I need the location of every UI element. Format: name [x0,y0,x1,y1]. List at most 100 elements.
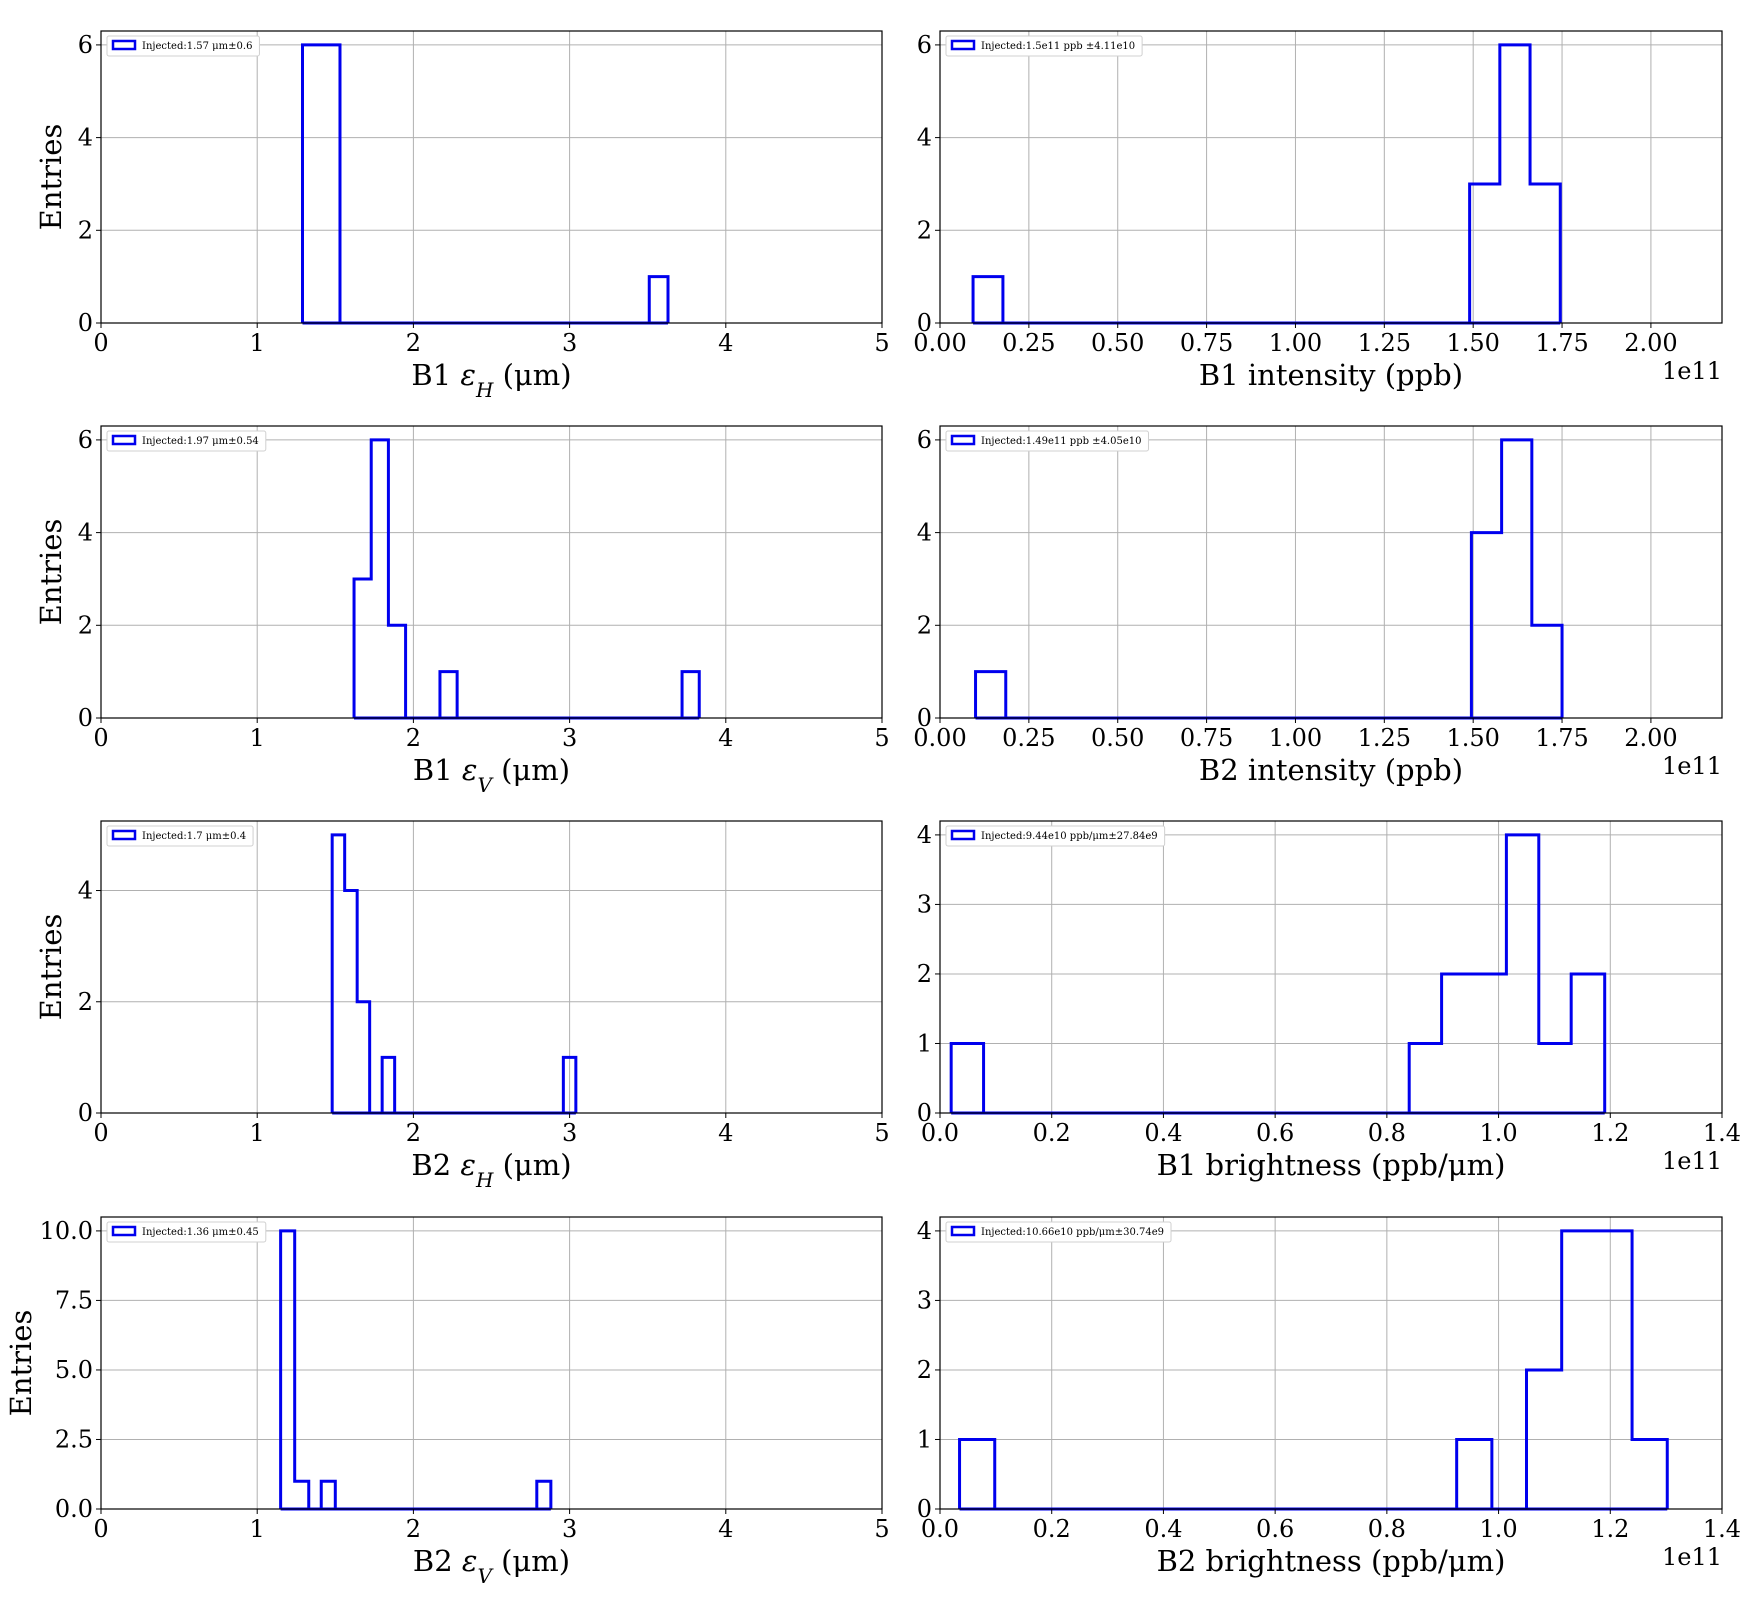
y-tick-label: 4 [78,877,93,905]
x-tick-label: 1.4 [1703,1119,1741,1147]
x-tick-label: 1.75 [1535,329,1588,357]
legend-label: Injected:1.97 μm±0.54 [142,436,259,447]
x-offset-label: 1e11 [1662,1543,1722,1571]
x-tick-label: 5 [874,1515,889,1543]
y-tick-label: 4 [917,519,932,547]
legend-swatch [111,1225,137,1237]
y-tick-label: 0 [78,1099,93,1127]
legend-swatch [950,829,976,841]
x-tick-label: 0.0 [921,1515,959,1543]
y-axis-label: Entries [34,914,68,1021]
legend-swatch [950,434,976,446]
x-tick-label: 0.75 [1180,329,1233,357]
y-tick-label: 10.0 [40,1217,93,1245]
x-offset-label: 1e11 [1662,752,1722,780]
x-tick-label: 0.25 [1002,724,1055,752]
y-tick-label: 0 [78,704,93,732]
y-tick-label: 4 [917,124,932,152]
plot-frame [100,820,883,1114]
x-axis-label: B2 intensity (ppb) [1199,753,1463,787]
legend-swatch [111,39,137,51]
y-tick-label: 6 [78,426,93,454]
x-tick-label: 2 [406,1515,421,1543]
y-tick-label: 0 [917,1099,932,1127]
histogram-bars [352,438,701,720]
legend-label: Injected:1.7 μm±0.4 [142,831,246,842]
legend: Injected:1.97 μm±0.54 [106,430,267,452]
x-tick-label: 3 [562,329,577,357]
legend-swatch [950,1225,976,1237]
x-tick-label: 1 [250,1515,265,1543]
x-tick-label: 1.75 [1535,724,1588,752]
x-tick-label: 0.8 [1368,1515,1406,1543]
x-tick-label: 5 [874,724,889,752]
x-tick-label: 3 [562,724,577,752]
plot-frame [939,30,1723,324]
legend-label: Injected:1.49e11 ppb ±4.05e10 [981,436,1141,447]
y-axis-label: Entries [34,124,68,231]
y-tick-label: 7.5 [55,1286,93,1314]
histogram-bars [279,1229,553,1511]
x-tick-label: 0 [93,1515,108,1543]
y-tick-label: 1 [917,1029,932,1057]
y-tick-label: 6 [917,31,932,59]
x-tick-label: 0.50 [1091,724,1144,752]
y-tick-label: 0 [917,704,932,732]
y-tick-label: 3 [917,1286,932,1314]
plot-frame [939,1216,1723,1510]
x-tick-label: 2 [406,724,421,752]
plot-frame [100,425,883,719]
plot-frame [939,820,1723,1114]
x-tick-label: 4 [718,1119,733,1147]
x-tick-label: 0.8 [1368,1119,1406,1147]
y-axis-label: Entries [4,1310,38,1417]
x-tick-label: 2.00 [1624,724,1677,752]
x-offset-label: 1e11 [1662,357,1722,385]
x-tick-label: 1.2 [1591,1515,1629,1543]
x-tick-label: 0.00 [913,724,966,752]
x-tick-label: 0.4 [1144,1119,1182,1147]
legend: Injected:1.36 μm±0.45 [106,1221,267,1243]
x-axis-label: B2 εV (μm) [413,1544,570,1588]
histogram-panel: 0.00 0.25 0.50 0.75 1.00 1.25 1.50 1.75 2.00 0 2 4 6… [913,425,1723,787]
histogram-panel: 0.0 0.2 0.4 0.6 0.8 1.0 1.2 1.4 0 1 2 3 4 B1 brightne… [917,820,1741,1182]
histogram-panel: 0 1 2 3 4 5 0 2 4 6 B1 εV (μm) Entries Injected:1.97… [34,425,890,797]
x-axis-label: B2 brightness (ppb/μm) [1157,1544,1506,1578]
legend: Injected:9.44e10 ppb/μm±27.84e9 [945,825,1166,847]
histogram-bars [330,833,578,1115]
legend-frame [106,35,260,57]
x-axis-label: B1 εV (μm) [413,753,570,797]
y-tick-label: 0 [78,309,93,337]
legend: Injected:1.7 μm±0.4 [106,825,254,847]
y-tick-label: 4 [917,1217,932,1245]
legend-label: Injected:1.36 μm±0.45 [142,1227,259,1238]
y-tick-label: 1 [917,1425,932,1453]
x-tick-label: 1 [250,329,265,357]
x-tick-label: 4 [718,724,733,752]
x-tick-label: 0 [93,329,108,357]
x-tick-label: 0.50 [1091,329,1144,357]
plot-frame [100,30,883,324]
y-tick-label: 0.0 [55,1495,93,1523]
x-tick-label: 0.0 [921,1119,959,1147]
histogram-bars [958,1229,1669,1511]
legend: Injected:1.49e11 ppb ±4.05e10 [945,430,1149,452]
x-tick-label: 0.75 [1180,724,1233,752]
plot-frame [939,425,1723,719]
x-tick-label: 1.25 [1358,329,1411,357]
legend-frame [106,430,267,452]
y-tick-label: 3 [917,890,932,918]
x-tick-label: 1.2 [1591,1119,1629,1147]
histogram-panel: 0 1 2 3 4 5 0 2 4 B2 εH (μm) Entries Injected:1.7 μ… [34,820,890,1192]
histogram-panel: 0 1 2 3 4 5 0.0 2.5 5.0 7.5 10.0 B2 εV (μm) Entries I… [4,1216,890,1588]
legend: Injected:1.5e11 ppb ±4.11e10 [945,35,1143,57]
x-tick-label: 0.6 [1256,1515,1294,1543]
y-tick-label: 2 [917,611,932,639]
plot-frame [100,1216,883,1510]
y-tick-label: 2.5 [55,1425,93,1453]
legend-frame [945,1221,1172,1243]
histogram-panel: 0.00 0.25 0.50 0.75 1.00 1.25 1.50 1.75 2.00 0 2 4 6… [913,30,1723,392]
x-tick-label: 3 [562,1515,577,1543]
x-tick-label: 1.4 [1703,1515,1741,1543]
